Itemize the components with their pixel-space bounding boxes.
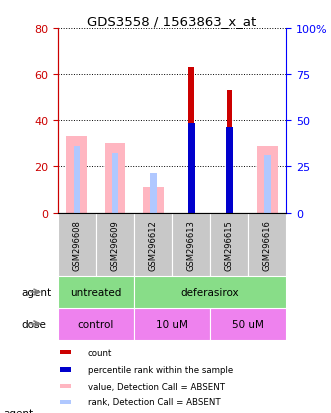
- Bar: [226, 130, 233, 213]
- Bar: [257, 146, 278, 213]
- Bar: [264, 156, 271, 213]
- Bar: [112, 153, 118, 213]
- Text: 50 uM: 50 uM: [232, 319, 264, 329]
- Text: GSM296616: GSM296616: [263, 219, 272, 270]
- Text: count: count: [88, 348, 112, 357]
- Text: untreated: untreated: [70, 287, 122, 297]
- Bar: [134, 276, 286, 308]
- Text: GSM296609: GSM296609: [111, 219, 119, 270]
- Text: GSM296615: GSM296615: [225, 219, 234, 270]
- Bar: [58, 213, 96, 276]
- Bar: [210, 308, 286, 340]
- Text: percentile rank within the sample: percentile rank within the sample: [88, 365, 233, 374]
- Text: agent: agent: [22, 287, 52, 297]
- Text: GSM296612: GSM296612: [149, 219, 158, 270]
- Bar: [210, 213, 248, 276]
- Bar: [188, 68, 194, 213]
- Bar: [96, 213, 134, 276]
- Text: GSM296608: GSM296608: [72, 219, 81, 270]
- Bar: [58, 308, 134, 340]
- Bar: [150, 174, 157, 213]
- Bar: [248, 213, 286, 276]
- Bar: [134, 308, 210, 340]
- Bar: [60, 399, 71, 404]
- Bar: [134, 213, 172, 276]
- Bar: [172, 213, 210, 276]
- Text: agent: agent: [3, 408, 33, 413]
- Bar: [67, 137, 87, 213]
- Bar: [73, 146, 80, 213]
- Text: dose: dose: [22, 319, 46, 329]
- Text: value, Detection Call = ABSENT: value, Detection Call = ABSENT: [88, 382, 225, 391]
- Text: deferasirox: deferasirox: [181, 287, 240, 297]
- Title: GDS3558 / 1563863_x_at: GDS3558 / 1563863_x_at: [87, 15, 257, 28]
- Text: GSM296613: GSM296613: [187, 219, 196, 270]
- Bar: [226, 128, 233, 213]
- Bar: [60, 350, 71, 355]
- Text: 10 uM: 10 uM: [156, 319, 188, 329]
- Bar: [226, 91, 232, 213]
- Bar: [188, 123, 195, 213]
- Bar: [105, 144, 125, 213]
- Bar: [58, 276, 134, 308]
- Text: control: control: [78, 319, 114, 329]
- Bar: [60, 384, 71, 389]
- Text: rank, Detection Call = ABSENT: rank, Detection Call = ABSENT: [88, 397, 220, 406]
- Bar: [60, 367, 71, 372]
- Bar: [143, 188, 164, 213]
